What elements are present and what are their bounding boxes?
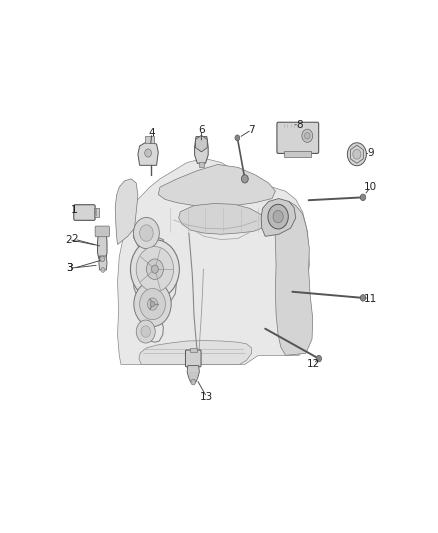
Text: 11: 11	[364, 294, 377, 304]
Text: 13: 13	[200, 392, 213, 402]
Circle shape	[302, 129, 313, 142]
Text: 3: 3	[66, 263, 72, 273]
Bar	[190, 348, 197, 352]
Circle shape	[273, 211, 283, 223]
Polygon shape	[99, 256, 107, 270]
Polygon shape	[117, 158, 311, 365]
Circle shape	[241, 175, 248, 183]
Circle shape	[353, 149, 361, 159]
Text: 12: 12	[307, 359, 320, 368]
Circle shape	[316, 356, 321, 362]
Text: 6: 6	[198, 125, 205, 135]
Text: 1: 1	[71, 206, 78, 215]
Circle shape	[235, 135, 240, 141]
Polygon shape	[187, 366, 199, 382]
Polygon shape	[194, 136, 208, 163]
Circle shape	[347, 143, 366, 166]
Circle shape	[360, 194, 366, 200]
Circle shape	[95, 209, 96, 211]
Polygon shape	[275, 201, 313, 356]
Circle shape	[268, 204, 288, 229]
Polygon shape	[195, 135, 207, 152]
Polygon shape	[158, 165, 276, 207]
Text: 3: 3	[66, 263, 72, 273]
FancyBboxPatch shape	[95, 226, 110, 237]
Circle shape	[131, 240, 179, 298]
FancyBboxPatch shape	[185, 350, 201, 367]
Circle shape	[360, 295, 366, 301]
Circle shape	[134, 217, 159, 248]
Circle shape	[152, 265, 158, 273]
Polygon shape	[138, 142, 158, 165]
Circle shape	[145, 149, 152, 157]
Circle shape	[140, 225, 153, 241]
Circle shape	[304, 133, 310, 139]
Circle shape	[134, 281, 171, 327]
Circle shape	[150, 301, 155, 307]
Text: 10: 10	[364, 182, 377, 192]
Circle shape	[140, 288, 166, 320]
FancyBboxPatch shape	[277, 122, 319, 154]
Circle shape	[136, 247, 173, 292]
Circle shape	[141, 326, 151, 337]
Text: 2: 2	[71, 234, 78, 244]
Text: 4: 4	[148, 128, 155, 138]
Circle shape	[95, 214, 96, 216]
Bar	[94, 207, 99, 217]
Polygon shape	[98, 235, 107, 259]
Polygon shape	[261, 199, 296, 236]
Text: 2: 2	[66, 235, 72, 245]
Circle shape	[101, 268, 105, 272]
Circle shape	[136, 320, 155, 343]
Circle shape	[148, 298, 158, 310]
Bar	[199, 163, 204, 167]
Text: 7: 7	[248, 125, 255, 135]
Polygon shape	[139, 341, 251, 365]
Polygon shape	[115, 179, 138, 245]
Text: 8: 8	[296, 120, 303, 130]
Polygon shape	[179, 204, 265, 235]
Circle shape	[146, 259, 163, 279]
Bar	[145, 136, 154, 143]
FancyBboxPatch shape	[74, 205, 95, 220]
Bar	[284, 151, 311, 157]
Circle shape	[95, 211, 96, 214]
Circle shape	[100, 256, 105, 262]
Circle shape	[191, 379, 196, 385]
Text: 9: 9	[367, 148, 374, 158]
